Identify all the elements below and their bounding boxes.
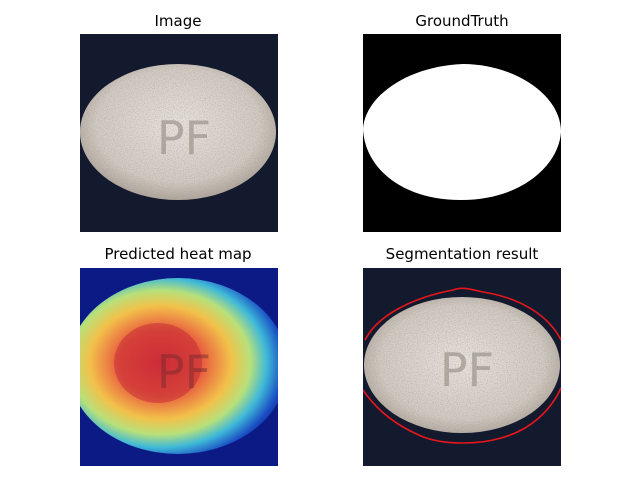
panel-image: PF <box>80 34 278 232</box>
panel-title-groundtruth: GroundTruth <box>362 12 562 30</box>
panel-title-image: Image <box>78 12 278 30</box>
panel-segmentation: PF <box>363 268 561 466</box>
panel-groundtruth <box>363 34 561 232</box>
pill-photo: PF <box>80 34 278 232</box>
heatmap: PF <box>80 268 278 466</box>
segmentation-result: PF <box>363 268 561 466</box>
tablet-marking-2: PF <box>440 343 494 397</box>
panel-title-heatmap: Predicted heat map <box>78 245 278 263</box>
tablet-marking: PF <box>157 111 211 165</box>
groundtruth-mask <box>363 34 561 232</box>
panel-title-segmentation: Segmentation result <box>362 245 562 263</box>
panel-heatmap: PF <box>80 268 278 466</box>
heatmap-marking: PF <box>157 345 211 399</box>
